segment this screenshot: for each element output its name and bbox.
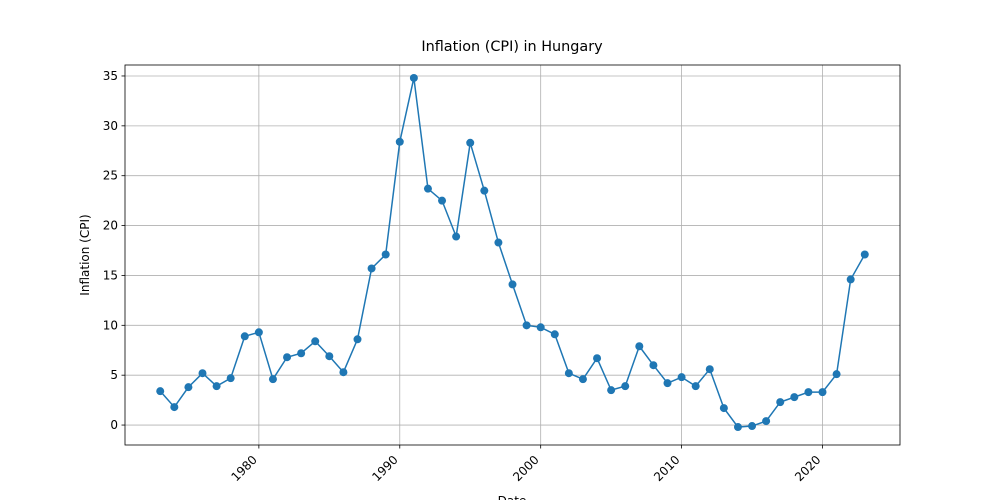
- marker: [494, 238, 503, 247]
- marker: [339, 368, 348, 377]
- marker: [776, 398, 785, 407]
- marker: [522, 321, 531, 330]
- y-tick-label: 0: [110, 418, 118, 432]
- marker: [719, 404, 728, 413]
- marker: [762, 417, 771, 426]
- x-tick-label: 1990: [369, 453, 400, 484]
- marker: [564, 369, 573, 378]
- marker: [367, 264, 376, 273]
- y-tick-label: 5: [110, 368, 118, 382]
- marker: [438, 196, 447, 205]
- y-tick-label: 20: [103, 219, 118, 233]
- marker: [677, 373, 686, 382]
- marker: [705, 365, 714, 374]
- marker: [846, 275, 855, 284]
- marker: [663, 379, 672, 388]
- y-axis-label: Inflation (CPI): [78, 214, 92, 295]
- marker: [268, 375, 277, 384]
- marker: [733, 423, 742, 432]
- y-tick-label: 30: [103, 119, 118, 133]
- x-tick-label: 2010: [651, 453, 682, 484]
- marker: [423, 184, 432, 193]
- marker: [635, 342, 644, 351]
- marker: [297, 349, 306, 358]
- marker: [311, 337, 320, 346]
- y-tick-label: 25: [103, 169, 118, 183]
- marker: [508, 280, 517, 289]
- marker: [212, 382, 221, 391]
- marker: [156, 387, 165, 396]
- y-tick-label: 10: [103, 318, 118, 332]
- marker: [353, 335, 362, 344]
- marker: [818, 388, 827, 397]
- marker: [860, 250, 869, 259]
- marker: [395, 137, 404, 146]
- marker: [790, 393, 799, 402]
- marker: [593, 354, 602, 363]
- marker: [198, 369, 207, 378]
- chart-title: Inflation (CPI) in Hungary: [421, 39, 603, 55]
- marker: [170, 403, 179, 412]
- marker: [466, 138, 475, 147]
- marker: [691, 382, 700, 391]
- marker: [381, 250, 390, 259]
- marker: [804, 388, 813, 397]
- marker: [550, 330, 559, 339]
- marker: [832, 370, 841, 379]
- x-axis-label: Date: [498, 494, 527, 500]
- y-tick-label: 15: [103, 268, 118, 282]
- marker: [480, 186, 489, 195]
- marker: [184, 383, 193, 392]
- marker: [607, 386, 616, 395]
- marker: [226, 374, 235, 383]
- y-tick-label: 35: [103, 69, 118, 83]
- marker: [452, 232, 461, 241]
- marker: [536, 323, 545, 332]
- marker: [409, 73, 418, 82]
- marker: [621, 382, 630, 391]
- line: [159, 77, 866, 428]
- marker: [254, 328, 263, 337]
- marker: [283, 353, 292, 362]
- x-tick-label: 2020: [792, 453, 823, 484]
- marker: [578, 375, 587, 384]
- plot-frame: [124, 64, 901, 446]
- marker: [748, 422, 757, 431]
- x-tick-label: 1980: [228, 453, 259, 484]
- marker: [325, 352, 334, 361]
- marker: [649, 361, 658, 370]
- marker: [240, 332, 249, 341]
- x-tick-label: 2000: [510, 453, 541, 484]
